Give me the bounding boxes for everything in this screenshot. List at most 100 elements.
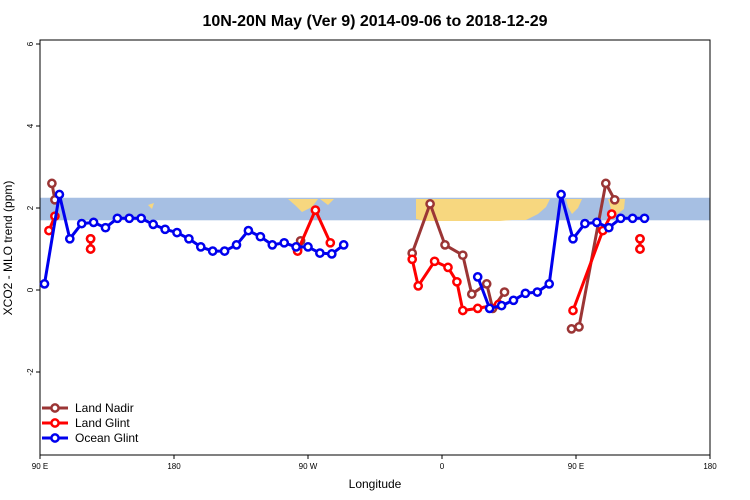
y-tick-label: 2 — [26, 205, 35, 210]
data-point — [172, 227, 182, 238]
y-axis: -2 0 2 4 6 — [26, 41, 40, 376]
data-point — [100, 222, 111, 233]
data-point — [47, 178, 57, 189]
data-point — [255, 231, 266, 242]
series-layer — [39, 178, 650, 334]
data-point — [566, 324, 577, 334]
data-point — [44, 225, 54, 236]
x-tick-label: 180 — [703, 462, 717, 471]
data-point — [481, 279, 492, 289]
data-point — [484, 303, 495, 314]
data-point — [291, 242, 301, 252]
data-point — [39, 279, 50, 289]
legend-label: Land Nadir — [75, 401, 134, 415]
x-axis-label: Longitude — [349, 477, 402, 491]
data-point — [315, 248, 325, 258]
data-point — [496, 300, 507, 311]
data-point — [508, 295, 519, 306]
plot-frame — [39, 39, 711, 456]
data-point — [231, 240, 242, 250]
data-point — [556, 189, 566, 200]
data-point — [568, 233, 578, 244]
data-point — [267, 240, 278, 250]
data-point — [635, 233, 645, 244]
data-point — [88, 217, 99, 228]
data-point — [279, 237, 290, 248]
data-point — [429, 256, 440, 267]
data-point — [580, 218, 590, 229]
data-point — [85, 233, 96, 244]
data-point — [457, 250, 468, 261]
land-shape-africa — [416, 199, 550, 221]
data-point — [603, 222, 614, 233]
data-point — [124, 213, 135, 224]
data-point — [606, 209, 617, 219]
data-point — [407, 254, 418, 265]
series-ocean-glint — [39, 189, 650, 314]
data-point — [574, 322, 584, 332]
chart-title: 10N-20N May (Ver 9) 2014-09-06 to 2018-1… — [202, 13, 547, 30]
y-tick-label: 6 — [26, 41, 35, 46]
data-point — [452, 276, 462, 287]
data-point — [532, 287, 543, 297]
data-point — [184, 233, 194, 244]
data-point — [600, 178, 611, 189]
y-tick-label: -2 — [26, 368, 35, 376]
data-point — [440, 240, 450, 250]
y-tick-label: 0 — [26, 287, 35, 292]
land-shapes — [148, 199, 625, 221]
series-land-glint — [44, 205, 645, 316]
x-tick-label: 90 E — [32, 462, 48, 471]
data-point — [591, 217, 602, 228]
legend-label: Ocean Glint — [75, 431, 139, 445]
data-point — [325, 237, 336, 248]
data-point — [303, 242, 313, 252]
y-tick-label: 4 — [26, 123, 35, 128]
data-point — [472, 272, 483, 282]
data-point — [219, 246, 230, 256]
land-shape-americas — [288, 199, 318, 212]
data-point — [639, 213, 650, 224]
data-point — [148, 219, 159, 230]
data-point — [195, 242, 206, 252]
data-point — [76, 218, 87, 229]
x-tick-label: 90 E — [568, 462, 584, 471]
data-point — [457, 305, 468, 316]
data-point — [499, 287, 510, 297]
data-point — [568, 305, 578, 316]
data-point — [627, 213, 638, 224]
data-point — [520, 288, 531, 299]
data-point — [136, 213, 147, 224]
data-point — [112, 213, 123, 224]
data-point — [54, 189, 65, 200]
x-tick-label: 90 W — [299, 462, 318, 471]
legend-marker — [50, 433, 60, 443]
x-tick-label: 180 — [167, 462, 181, 471]
data-point — [466, 289, 477, 299]
legend-marker — [50, 418, 60, 428]
data-point — [64, 233, 75, 244]
x-axis: 90 E 180 90 W 0 90 E 180 — [32, 455, 717, 471]
data-point — [413, 281, 424, 291]
data-point — [472, 303, 483, 314]
data-point — [326, 249, 337, 259]
land-shape-india — [566, 199, 582, 214]
data-point — [615, 213, 626, 224]
land-ocean-band — [40, 197, 710, 221]
data-point — [160, 224, 170, 235]
legend-marker — [50, 403, 60, 413]
land-shape-islands — [148, 203, 154, 209]
data-point — [207, 246, 218, 256]
data-point — [243, 225, 254, 236]
legend-label: Land Glint — [75, 416, 130, 430]
data-point — [425, 199, 435, 209]
data-point — [310, 205, 321, 215]
data-point — [338, 240, 349, 250]
x-tick-label: 0 — [440, 462, 445, 471]
data-point — [85, 244, 96, 254]
y-axis-label: XCO2 - MLO trend (ppm) — [1, 181, 15, 316]
land-shape-central-america — [320, 199, 334, 205]
data-point — [609, 194, 620, 205]
